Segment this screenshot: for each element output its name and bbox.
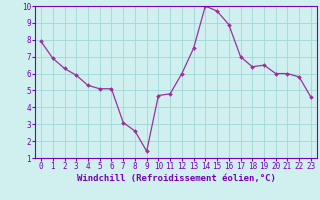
X-axis label: Windchill (Refroidissement éolien,°C): Windchill (Refroidissement éolien,°C) (76, 174, 276, 183)
